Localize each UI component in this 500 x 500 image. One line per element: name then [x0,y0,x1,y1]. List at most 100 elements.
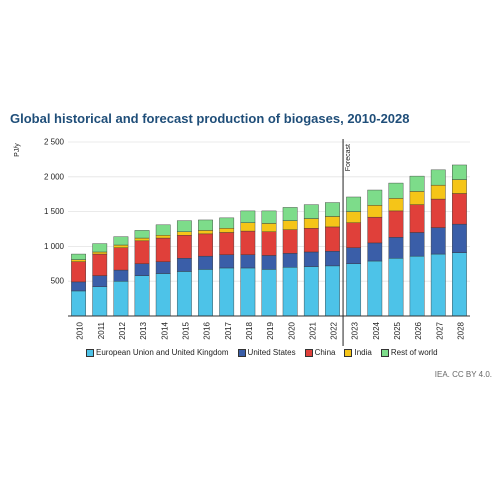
bar-segment [198,269,213,317]
bar-segment [261,210,277,224]
x-tick-label: 2024 [372,321,381,339]
legend-item: United States [237,348,296,357]
legend-label: India [354,348,372,357]
x-tick-label: 2013 [139,321,148,339]
x-tick-label: 2023 [351,321,360,339]
bar-segment [409,204,425,233]
legend-label: United States [247,348,296,357]
bar-segment [198,230,213,235]
x-tick-label: 2015 [181,321,190,339]
bar-segment [155,235,171,239]
y-axis-label: PJ/y [14,143,21,157]
x-tick-label: 2011 [97,321,106,339]
x-tick-label: 2017 [224,321,233,339]
bar-segment [367,242,383,262]
bar-segment [430,227,446,255]
bar-segment [92,251,108,255]
bar-segment [71,290,86,317]
bar-segment [430,198,446,228]
y-tick-label: 2 500 [44,138,65,147]
bar-segment [430,169,446,186]
bar-segment [452,223,467,253]
legend-item: Rest of world [380,348,438,357]
y-tick-label: 500 [51,277,65,286]
bar-segment [155,224,171,236]
bar-segment [303,228,319,253]
bar-segment [409,232,425,257]
legend: European Union and United Kingdom United … [86,348,438,357]
bar-segment [155,237,171,262]
legend-item: India [344,348,372,357]
bar-segment [325,251,340,267]
legend-swatch [86,348,94,357]
y-tick-label: 2 000 [44,172,65,181]
bar-segment [346,196,362,212]
bar-segment [134,237,150,242]
bar-segment [113,269,129,282]
x-tick-label: 2012 [118,321,127,339]
x-tick-label: 2020 [287,321,296,339]
bar-segment [367,189,383,206]
bar-segment [388,182,404,199]
bar-segment [261,231,277,256]
chart-title: Global historical and forecast productio… [10,111,410,126]
legend-swatch [237,348,246,357]
bar-segment [240,210,256,223]
x-tick-label: 2025 [393,321,402,339]
bar-segment [92,286,108,317]
bar-segment [346,247,362,265]
bar-segment [134,240,150,265]
bar-segment [325,226,340,252]
bar-segment [325,216,340,228]
bar-segment [452,193,467,225]
bar-segment [282,229,298,254]
bar-segment [452,252,467,317]
bar-segment [71,281,86,292]
bar-segment [325,202,340,217]
x-tick-label: 2010 [76,321,85,339]
bar-segment [219,232,235,255]
bar-segment [346,263,362,317]
bar-segment [452,164,467,180]
bar-segment [92,275,108,287]
legend-item: China [304,348,335,357]
bar-segment [71,261,86,283]
bar-segment [219,267,235,317]
bar-segment [388,198,404,212]
bar-segment [240,254,256,269]
bar-segment [240,230,256,255]
bar-segment [388,210,404,238]
x-tick-label: 2014 [160,321,169,339]
x-tick-label: 2019 [266,321,275,339]
bar-segment [113,244,129,248]
bar-segment [155,261,171,274]
bar-segment [303,204,319,219]
bar-segment [303,266,319,317]
bar-segment [261,255,277,270]
bar-segment [325,265,340,317]
legend-swatch [380,348,389,357]
y-tick-label: 1 500 [44,207,65,216]
bar-segment [92,243,108,253]
x-tick-label: 2018 [245,321,254,339]
bar-segment [367,260,383,317]
bar-segment [388,237,404,259]
bar-segment [198,233,213,257]
bar-segment [71,253,86,260]
x-tick-label: 2028 [457,321,466,339]
bars [71,164,467,317]
bar-segment [134,230,150,239]
bar-segment [303,218,319,229]
bar-segment [346,222,362,248]
bar-segment [303,251,319,267]
bar-segment [240,267,256,317]
bar-segment [282,267,298,317]
bar-segment [409,255,425,317]
bar-segment [430,184,446,200]
axes: 500 1 000 1 500 2 000 2 500 2010 2011 2012 2013 2… [44,138,470,340]
bar-segment [134,263,150,276]
bar-segment [113,236,129,246]
bar-segment [388,258,404,317]
bar-segment [261,223,277,232]
